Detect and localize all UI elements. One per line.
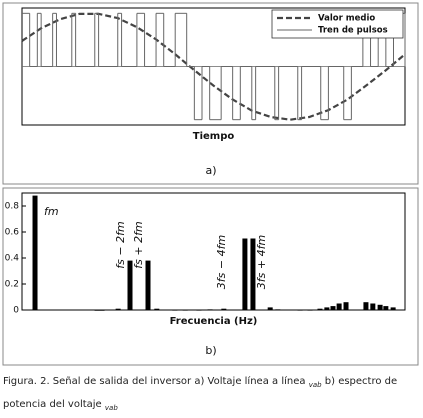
y-tick-label: 0 [13,306,19,316]
bar [99,309,105,311]
annotation: 3fs − 4fm [215,235,228,289]
caption-variable: vab [104,404,118,412]
legend-label: Valor medio [318,14,375,24]
bar [182,309,188,311]
bar [196,309,202,311]
bar [221,308,227,310]
caption-variable: vab [308,381,322,389]
y-tick-label: 0.8 [5,202,20,212]
annotation: fs − 2fm [114,221,127,268]
caption-text: Figura. 2. Señal de salida del inversor … [3,376,306,387]
caption: Figura. 2. Señal de salida del inversor … [3,372,421,418]
bar [363,302,369,310]
bar [377,304,383,310]
annotation: 3fs + 4fm [255,235,268,289]
bar [115,308,121,310]
bar [343,302,349,310]
annotation: fs + 2fm [132,221,145,268]
legend-label: Tren de pulsos [318,26,388,36]
panel-frame [2,187,419,366]
bar [383,306,389,310]
y-tick-label: 0.2 [5,280,19,290]
panel-frame [2,2,419,185]
bar [127,260,133,310]
bar [207,309,213,311]
bar [250,238,256,310]
annotation: fm [44,205,59,218]
y-tick-label: 0.6 [5,228,20,238]
bar [145,260,151,310]
legend-box [271,9,404,39]
bar [267,307,273,310]
y-tick-label: 0.4 [5,254,20,264]
bar [154,308,160,310]
panel-label: b) [205,344,216,357]
bar [297,309,303,311]
caption-text: b) espectro de potencia del voltaje [3,376,398,410]
plot-frame [21,192,406,311]
bar [94,309,100,311]
x-axis-label: Frecuencia (Hz) [170,316,258,327]
bar [242,238,248,310]
bar [317,308,323,310]
bar [370,303,376,310]
mean-line [21,12,406,121]
bar [324,307,330,310]
bar [307,309,313,311]
bar [32,195,38,310]
x-axis-label: Tiempo [193,131,235,142]
bar [275,309,281,311]
bar [172,309,178,311]
panel-label: a) [205,164,216,177]
bar [390,307,396,310]
bar [336,303,342,310]
bar [330,306,336,310]
